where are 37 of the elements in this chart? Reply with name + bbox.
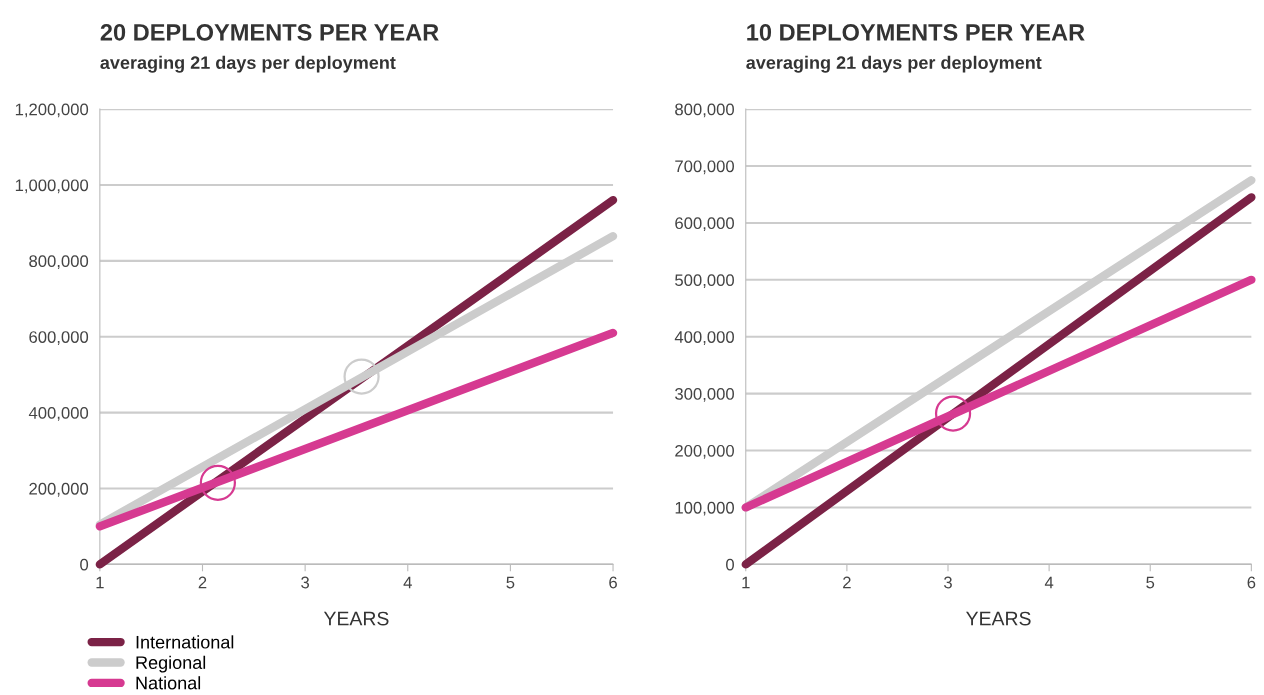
chart-title: 10 DEPLOYMENTS PER YEAR <box>747 24 1085 41</box>
x-tick-label: 2 <box>843 576 851 589</box>
x-tick-label: 6 <box>609 576 617 589</box>
x-tick-label: 1 <box>96 576 104 589</box>
x-tick-label: 3 <box>944 576 952 589</box>
x-tick-label: 5 <box>1146 576 1155 589</box>
x-tick-label: 2 <box>198 576 207 589</box>
chart-subtitle: averaging 21 days per deployment <box>100 55 396 73</box>
x-tick-label: 5 <box>506 576 515 589</box>
y-tick-label: 700,000 <box>675 160 734 175</box>
y-tick-label: 800,000 <box>29 255 89 270</box>
x-tick-label: 4 <box>403 576 412 589</box>
y-tick-label: 500,000 <box>675 274 734 288</box>
y-tick-label: 100,000 <box>675 501 734 516</box>
x-tick-label: 4 <box>1044 576 1054 589</box>
x-tick-label: 3 <box>301 576 310 589</box>
y-tick-label: 600,000 <box>29 331 89 345</box>
y-tick-label: 0 <box>726 558 734 571</box>
y-tick-label: 800,000 <box>675 103 734 118</box>
y-tick-label: 0 <box>80 558 89 571</box>
y-tick-label: 300,000 <box>675 388 734 402</box>
legend-label: Regional <box>136 655 206 673</box>
legend-label: International <box>136 635 234 649</box>
y-tick-label: 1,000,000 <box>15 179 89 194</box>
chart-title: 20 DEPLOYMENTS PER YEAR <box>100 24 439 41</box>
y-tick-label: 400,000 <box>28 407 89 421</box>
x-axis-title: YEARS <box>323 611 389 626</box>
y-tick-label: 200,000 <box>675 444 734 459</box>
legend-label: National <box>136 676 201 690</box>
x-tick-label: 1 <box>742 576 750 589</box>
x-axis-title: YEARS <box>966 611 1031 626</box>
y-tick-label: 400,000 <box>674 331 734 345</box>
y-tick-label: 200,000 <box>29 482 89 497</box>
y-tick-label: 600,000 <box>675 217 734 232</box>
chart-subtitle: averaging 21 days per deployment <box>746 55 1042 73</box>
y-tick-label: 1,200,000 <box>15 103 89 118</box>
x-tick-label: 6 <box>1247 576 1256 589</box>
